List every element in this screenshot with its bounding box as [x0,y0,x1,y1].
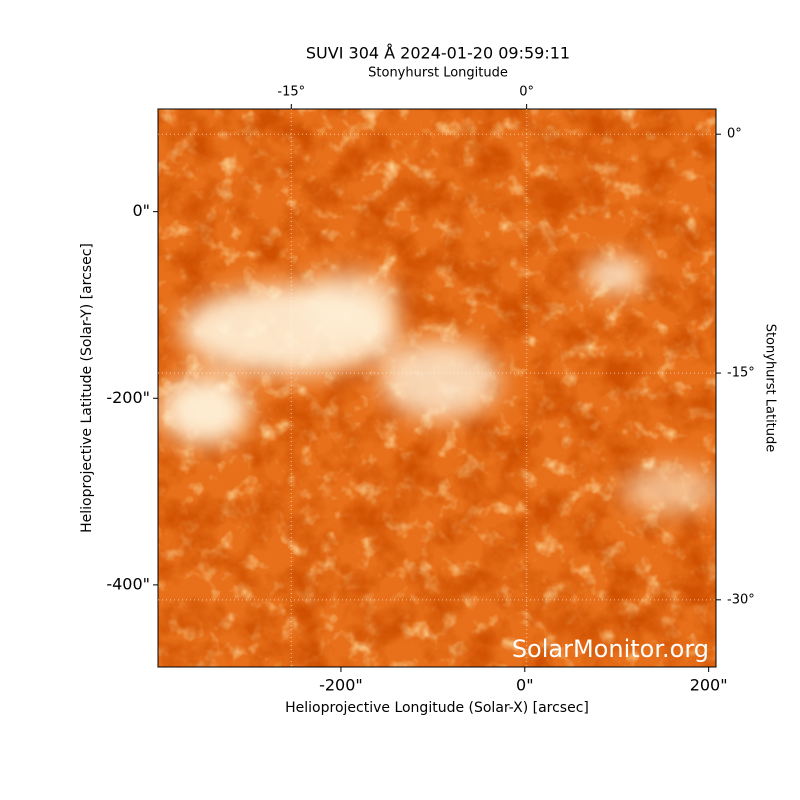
x2-axis-label: Stonyhurst Longitude [368,66,508,81]
chart-title: SUVI 304 Å 2024-01-20 09:59:11 [306,44,570,63]
watermark: SolarMonitor.org [512,635,709,663]
y2-tick-label: 0° [727,127,742,142]
y-tick-label: 0" [132,201,150,220]
y-tick-label: -400" [106,574,150,593]
y2-axis-label: Stonyhurst Latitude [763,324,778,453]
x-tick-label: -200" [319,676,363,695]
x2-tick-label: 0° [519,85,534,100]
x-tick-label: 0" [516,676,534,695]
solar-image [158,109,716,667]
x2-tick-label: -15° [277,85,305,100]
x-tick-label: 200" [690,676,728,695]
y-tick-label: -200" [106,388,150,407]
y-axis-label: Helioprojective Latitude (Solar-Y) [arcs… [79,243,95,533]
y2-tick-label: -15° [727,366,755,381]
x-axis-label: Helioprojective Longitude (Solar-X) [arc… [285,700,589,716]
plot-frame [157,108,717,668]
y2-tick-label: -30° [727,592,755,607]
